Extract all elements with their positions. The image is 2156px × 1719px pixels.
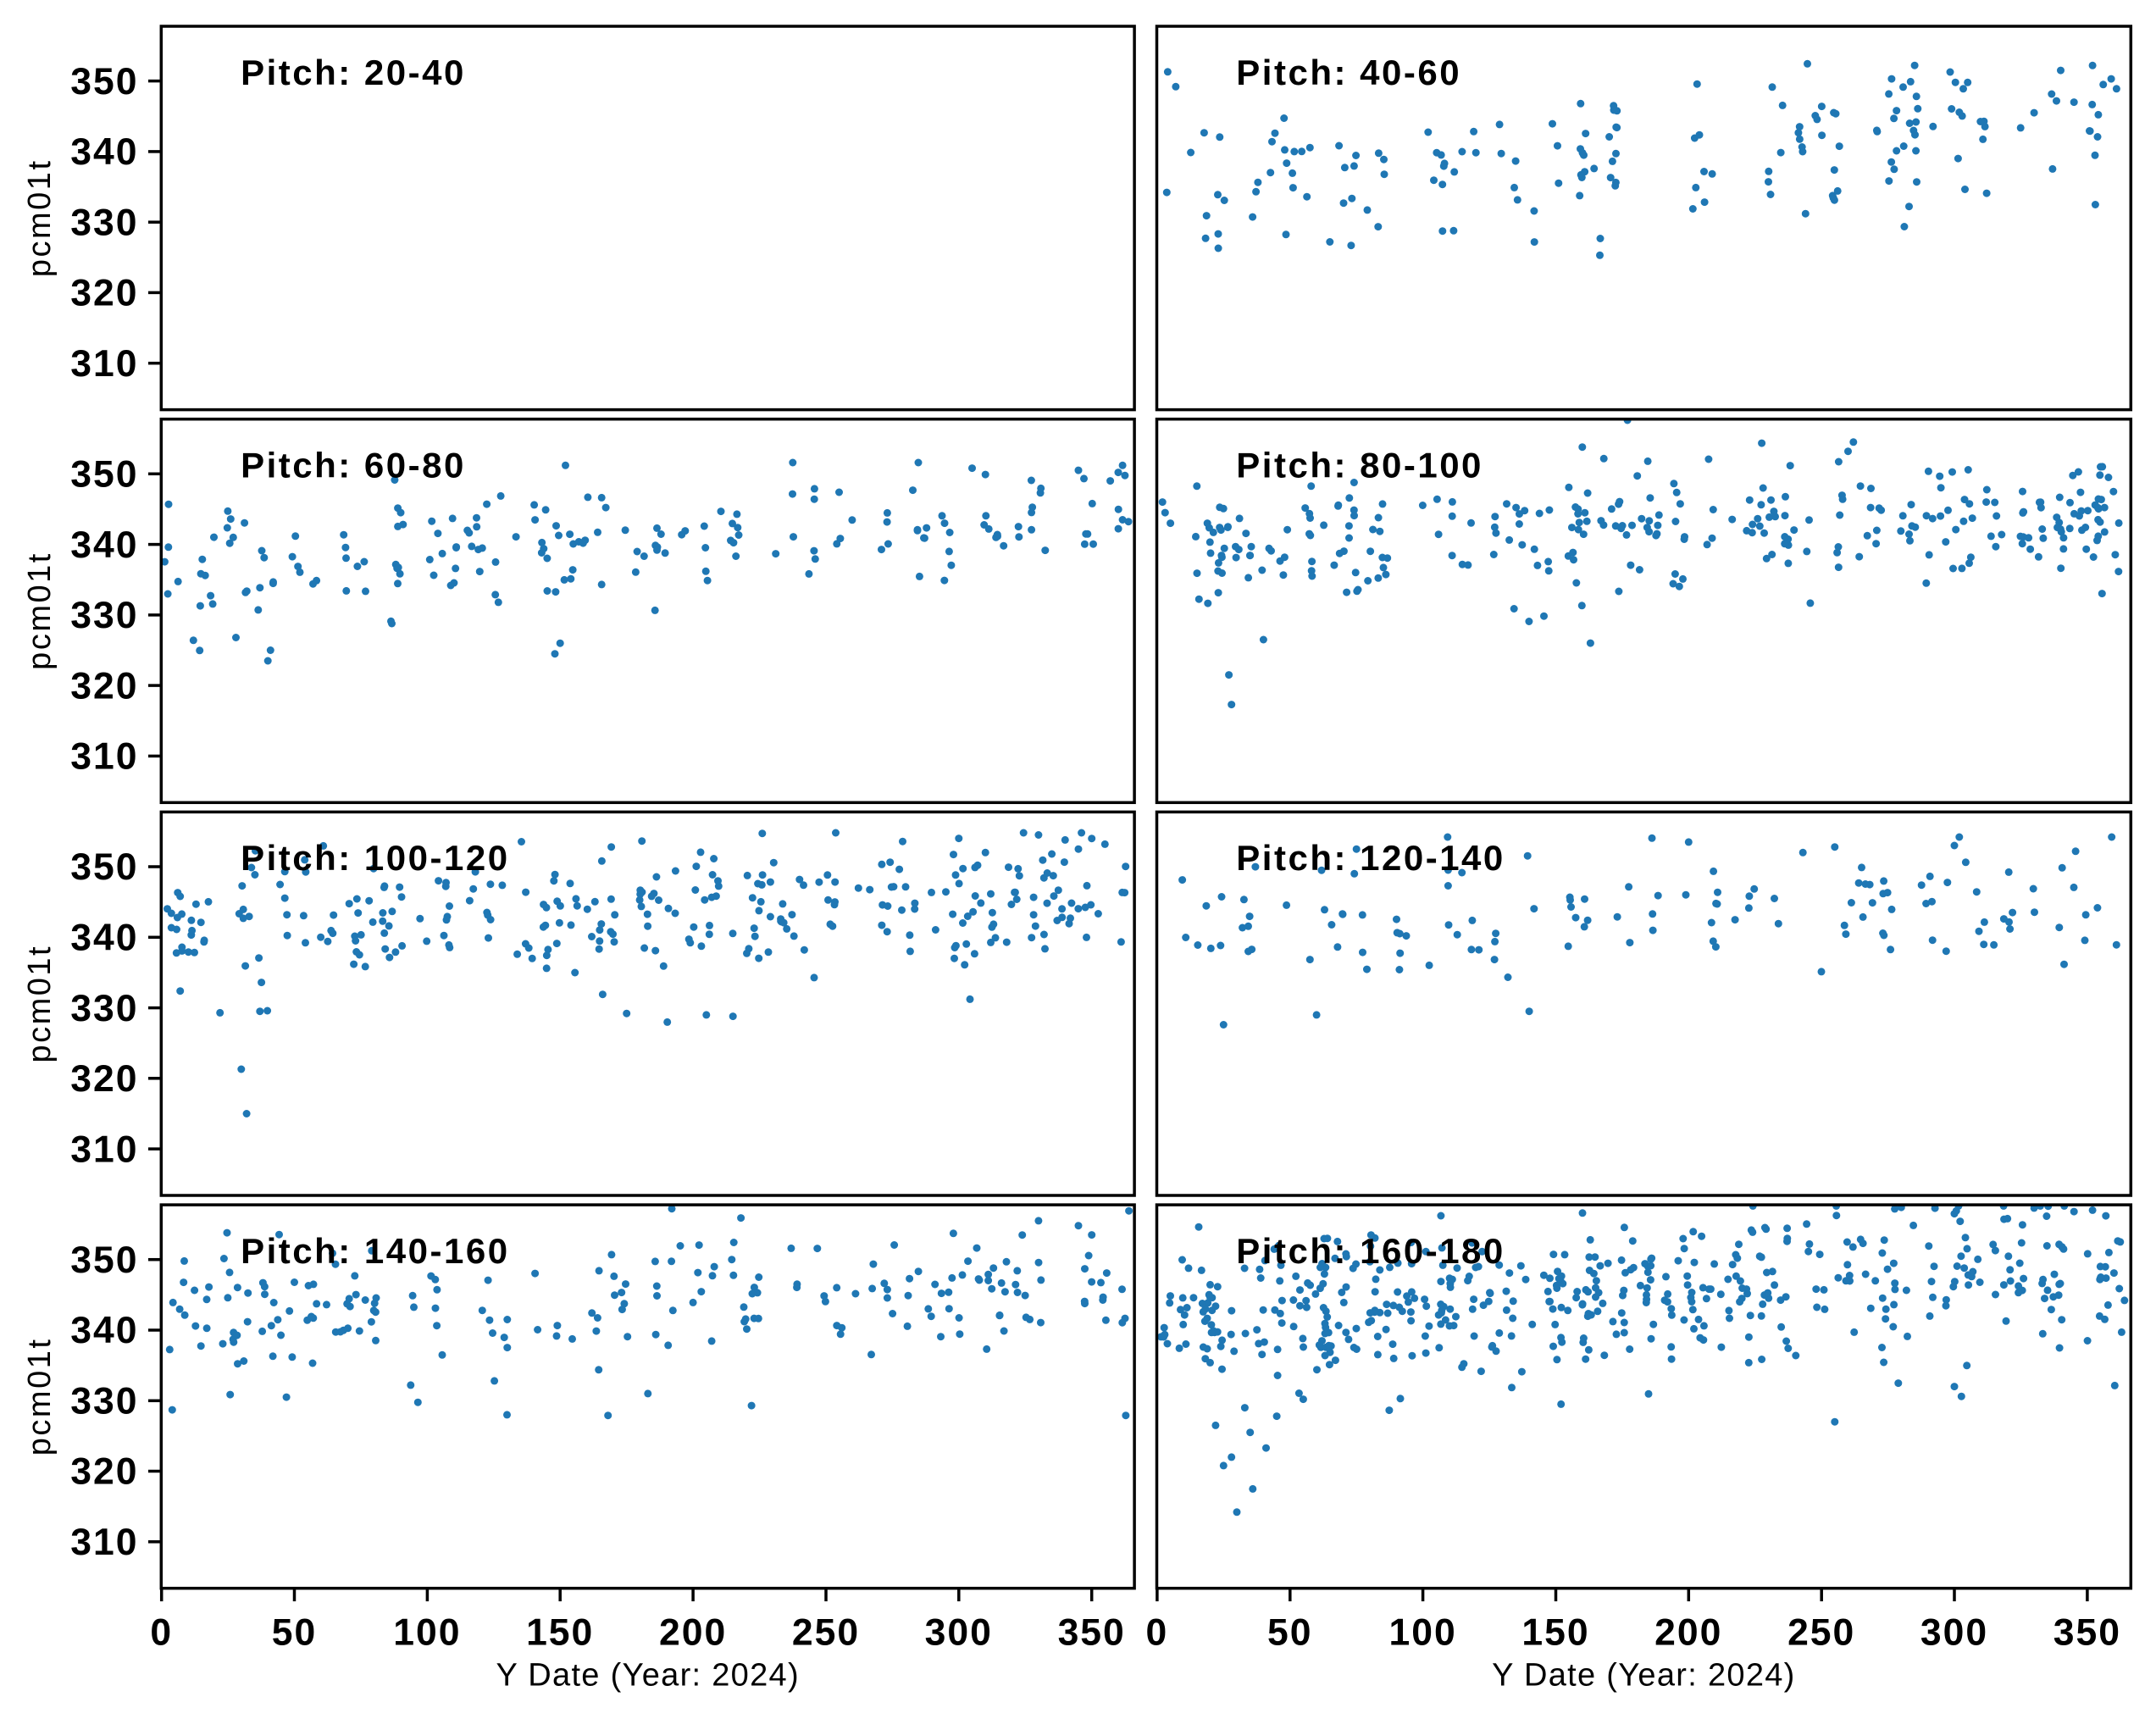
- svg-text:340: 340: [70, 918, 138, 959]
- svg-text:350: 350: [1058, 1612, 1126, 1654]
- svg-text:200: 200: [1654, 1612, 1722, 1654]
- svg-text:330: 330: [70, 595, 138, 636]
- svg-text:340: 340: [70, 131, 138, 173]
- svg-text:Pitch: 80-100: Pitch: 80-100: [1236, 446, 1483, 485]
- svg-text:330: 330: [70, 988, 138, 1029]
- svg-text:320: 320: [70, 1058, 138, 1100]
- svg-text:310: 310: [70, 736, 138, 778]
- svg-text:320: 320: [70, 273, 138, 314]
- svg-text:100: 100: [1388, 1612, 1456, 1654]
- svg-text:300: 300: [925, 1612, 993, 1654]
- svg-text:Pitch: 160-180: Pitch: 160-180: [1236, 1231, 1505, 1271]
- svg-text:Y Date (Year: 2024): Y Date (Year: 2024): [496, 1658, 799, 1694]
- svg-text:pcm01t: pcm01t: [22, 1338, 58, 1456]
- svg-text:Pitch: 60-80: Pitch: 60-80: [241, 446, 466, 485]
- svg-text:50: 50: [272, 1612, 318, 1654]
- svg-text:Pitch: 20-40: Pitch: 20-40: [241, 53, 466, 92]
- svg-text:350: 350: [70, 454, 138, 496]
- svg-text:pcm01t: pcm01t: [22, 552, 58, 670]
- svg-text:100: 100: [393, 1612, 461, 1654]
- svg-text:200: 200: [659, 1612, 727, 1654]
- svg-text:350: 350: [70, 846, 138, 888]
- svg-text:pcm01t: pcm01t: [22, 158, 58, 277]
- svg-text:310: 310: [70, 343, 138, 385]
- svg-text:340: 340: [70, 1310, 138, 1351]
- svg-text:Pitch: 140-160: Pitch: 140-160: [241, 1231, 509, 1271]
- svg-text:150: 150: [1521, 1612, 1589, 1654]
- svg-text:350: 350: [2053, 1612, 2121, 1654]
- svg-text:pcm01t: pcm01t: [22, 945, 58, 1063]
- svg-text:250: 250: [792, 1612, 860, 1654]
- svg-text:320: 320: [70, 1451, 138, 1493]
- svg-text:320: 320: [70, 665, 138, 707]
- svg-text:0: 0: [1146, 1612, 1169, 1654]
- svg-text:330: 330: [70, 1381, 138, 1422]
- svg-text:300: 300: [1920, 1612, 1988, 1654]
- svg-text:150: 150: [526, 1612, 594, 1654]
- svg-text:0: 0: [150, 1612, 173, 1654]
- svg-text:330: 330: [70, 202, 138, 243]
- svg-text:340: 340: [70, 524, 138, 566]
- svg-text:310: 310: [70, 1128, 138, 1170]
- svg-text:Pitch: 40-60: Pitch: 40-60: [1236, 53, 1461, 92]
- svg-text:350: 350: [70, 61, 138, 103]
- svg-text:350: 350: [70, 1239, 138, 1281]
- svg-text:250: 250: [1787, 1612, 1855, 1654]
- svg-text:Pitch: 100-120: Pitch: 100-120: [241, 838, 509, 878]
- svg-text:Y Date (Year: 2024): Y Date (Year: 2024): [1492, 1658, 1795, 1694]
- svg-text:50: 50: [1267, 1612, 1313, 1654]
- svg-text:Pitch: 120-140: Pitch: 120-140: [1236, 838, 1505, 878]
- svg-text:310: 310: [70, 1522, 138, 1563]
